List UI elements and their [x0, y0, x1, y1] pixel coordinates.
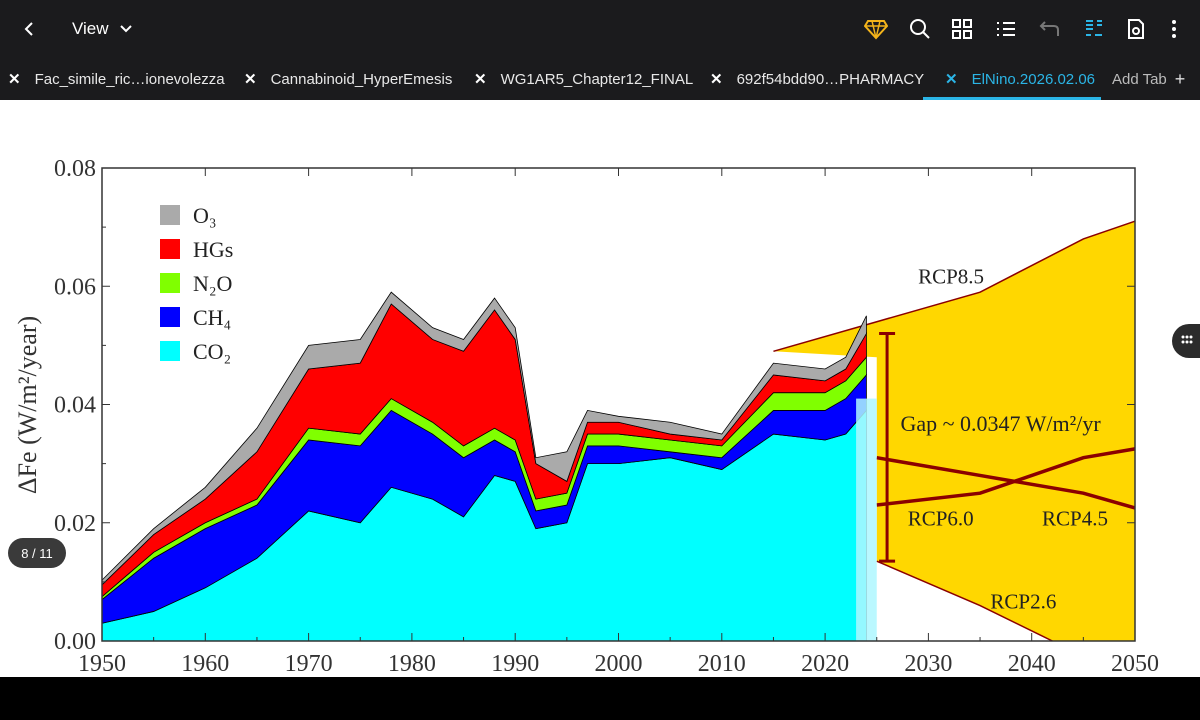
x-tick-label: 1950 [78, 651, 126, 677]
chevron-left-icon [24, 22, 33, 36]
y-tick-label: 0.04 [54, 393, 96, 419]
reflow-button[interactable] [1080, 14, 1108, 44]
legend-swatch [160, 273, 180, 293]
y-axis-label: ΔFe (W/m²/year) [13, 316, 42, 494]
text-reflow-icon [1086, 20, 1102, 36]
search-button[interactable] [906, 14, 934, 44]
back-button[interactable] [14, 14, 44, 44]
grid-view-icon [952, 19, 972, 39]
tab-3[interactable]: ✕ WG1AR5_Chapter12_FINAL [474, 58, 693, 100]
tab-label: Cannabinoid_HyperEmesis [270, 70, 453, 88]
tab-1[interactable]: ✕ Fac_simile_ric…ionevolezza [8, 58, 225, 100]
side-panel-handle[interactable] [1172, 324, 1200, 358]
view-menu-button[interactable]: View [72, 19, 133, 39]
x-tick-label: 2010 [698, 651, 746, 677]
y-tick-label: 0.06 [54, 274, 96, 300]
save-icon [1128, 19, 1144, 39]
rcp-label-rcp4-5: RCP4.5 [1042, 507, 1108, 531]
x-tick-label: 2040 [1008, 651, 1056, 677]
recent-highlight [856, 398, 877, 641]
x-tick-label: 2030 [904, 651, 952, 677]
grid-view-button[interactable] [948, 14, 976, 44]
x-tick-label: 1970 [285, 651, 333, 677]
x-tick-label: 2020 [801, 651, 849, 677]
drag-handle-icon [1181, 335, 1193, 344]
tab-label: 692f54bdd90…PHARMACY [736, 70, 925, 88]
search-icon [910, 19, 930, 39]
legend-swatch [160, 341, 180, 361]
x-tick-label: 1990 [491, 651, 539, 677]
rcp-label-rcp8-5: RCP8.5 [918, 264, 984, 288]
rcp-label-rcp2-6: RCP2.6 [990, 589, 1056, 613]
rcp-line-rcp2-6 [876, 560, 1053, 642]
page-indicator: 8 / 11 [8, 538, 66, 568]
tab-label: WG1AR5_Chapter12_FINAL [500, 70, 694, 88]
more-vertical-icon [1172, 20, 1176, 38]
premium-button[interactable] [862, 14, 890, 44]
x-tick-label: 1980 [388, 651, 436, 677]
legend-swatch [160, 205, 180, 225]
document-page[interactable]: Gap ~ 0.0347 W/m²/yr RCP8.5 RCP6.0 RCP4.5 RC… [0, 100, 1200, 677]
bottom-bar [0, 677, 1200, 720]
close-tab-icon[interactable]: ✕ [710, 71, 723, 88]
rcp-label-rcp6-0: RCP6.0 [908, 507, 974, 531]
forcing-chart: Gap ~ 0.0347 W/m²/yr RCP8.5 RCP6.0 RCP4.5 RC… [13, 156, 1159, 677]
view-label: View [72, 19, 109, 38]
legend-label: CO₂ [193, 339, 231, 364]
tab-label: Fac_simile_ric…ionevolezza [34, 70, 225, 88]
area-o3 [101, 291, 867, 586]
y-tick-label: 0.08 [54, 156, 96, 182]
active-tab-indicator [923, 97, 1101, 100]
tab-4[interactable]: ✕ 692f54bdd90…PHARMACY [710, 58, 924, 100]
add-tab-button[interactable]: Add Tab + [1112, 58, 1185, 100]
y-tick-label: 0.02 [54, 511, 96, 537]
more-button[interactable] [1160, 14, 1188, 44]
tab-label: ElNino.2026.02.06 [971, 70, 1096, 88]
close-tab-icon[interactable]: ✕ [244, 71, 257, 88]
close-tab-icon[interactable]: ✕ [8, 71, 21, 88]
plus-icon: + [1174, 68, 1186, 89]
outline-button[interactable] [992, 14, 1020, 44]
outline-list-icon [997, 22, 1015, 36]
top-toolbar: View [0, 0, 1200, 58]
x-tick-label: 1960 [181, 651, 229, 677]
legend-label: O₃ [193, 203, 217, 228]
add-tab-label: Add Tab [1112, 70, 1167, 88]
tab-5[interactable]: ✕ ElNino.2026.02.06 [945, 58, 1095, 100]
chevron-down-icon [120, 25, 132, 33]
gap-label: Gap ~ 0.0347 W/m²/yr [901, 411, 1102, 436]
tab-bar: ✕ Fac_simile_ric…ionevolezza ✕ Cannabino… [0, 58, 1200, 100]
rcp-line-rcp6-0 [876, 447, 1136, 507]
y-tick-label: 0.00 [54, 629, 96, 655]
rcp-line-rcp8-5 [773, 220, 1136, 353]
legend-label: HGs [193, 237, 233, 262]
close-tab-icon[interactable]: ✕ [945, 71, 958, 88]
save-button[interactable] [1122, 14, 1150, 44]
x-tick-label: 2000 [595, 651, 643, 677]
rcp-line-rcp4-5 [876, 455, 1136, 510]
close-tab-icon[interactable]: ✕ [474, 71, 487, 88]
undo-icon [1039, 21, 1059, 36]
x-tick-label: 2050 [1111, 651, 1159, 677]
legend-swatch [160, 239, 180, 259]
premium-diamond-icon [864, 20, 888, 40]
legend-swatch [160, 307, 180, 327]
undo-button[interactable] [1036, 14, 1064, 44]
legend-label: N₂O [193, 271, 232, 296]
tab-2[interactable]: ✕ Cannabinoid_HyperEmesis [244, 58, 452, 100]
legend-label: CH₄ [193, 305, 231, 330]
